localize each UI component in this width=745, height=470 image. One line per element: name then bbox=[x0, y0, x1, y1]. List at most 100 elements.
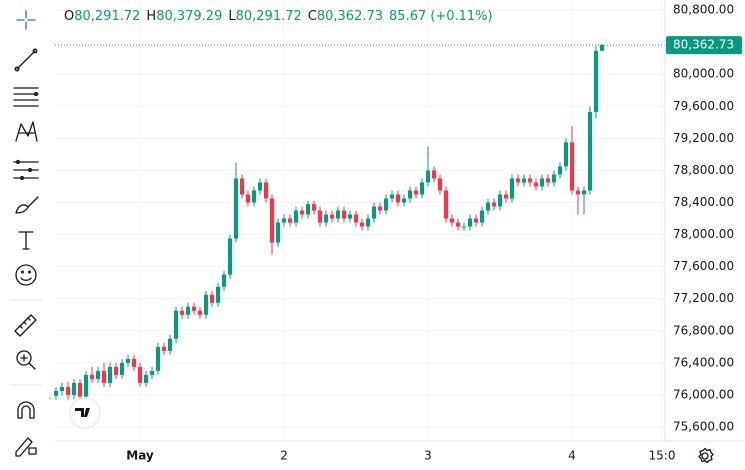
candle-body bbox=[203, 294, 209, 315]
candle-body bbox=[137, 366, 143, 383]
candle-body bbox=[503, 194, 509, 199]
candle-body bbox=[77, 382, 83, 397]
candle-body bbox=[287, 218, 293, 223]
candle-body bbox=[353, 214, 359, 223]
candle-body bbox=[101, 370, 107, 383]
ruler-tool[interactable] bbox=[14, 314, 37, 337]
candle-body bbox=[563, 142, 569, 167]
candle-body bbox=[269, 198, 275, 243]
legend-change-pct: (+0.11%) bbox=[430, 9, 492, 24]
forecast-tool[interactable] bbox=[13, 159, 39, 181]
candle-body bbox=[119, 362, 125, 375]
ohlc-legend: O80,291.72 H80,379.29 L80,291.72 C80,362.73… bbox=[64, 9, 493, 24]
magnet-tool[interactable] bbox=[17, 401, 35, 419]
candle-body bbox=[485, 202, 491, 211]
candle-body bbox=[389, 194, 395, 199]
candle-body bbox=[299, 210, 305, 215]
candle-body bbox=[149, 370, 155, 375]
candle-body bbox=[221, 274, 227, 287]
y-tick-label: 75,600.00 bbox=[673, 420, 734, 434]
candle-body bbox=[125, 358, 131, 363]
candle-body bbox=[377, 206, 383, 211]
lock-draw-tool[interactable] bbox=[15, 437, 37, 457]
candle-body bbox=[413, 190, 419, 195]
candle-body bbox=[167, 338, 173, 351]
candle-body bbox=[479, 210, 485, 223]
candle-body bbox=[323, 214, 329, 223]
trend-line-tool[interactable] bbox=[14, 48, 38, 72]
candle-body bbox=[497, 194, 503, 207]
zoom-tool[interactable] bbox=[16, 350, 36, 370]
candle-body bbox=[311, 204, 317, 211]
candle-body bbox=[515, 178, 521, 183]
candle-body bbox=[341, 210, 347, 219]
candle-body bbox=[407, 190, 413, 199]
candle-body bbox=[161, 346, 167, 351]
candle-body bbox=[65, 386, 71, 395]
y-tick-label: 76,400.00 bbox=[673, 355, 734, 369]
crosshair-tool[interactable] bbox=[16, 10, 36, 30]
legend-key: O bbox=[64, 9, 74, 24]
candle-body bbox=[59, 386, 65, 391]
candle-body bbox=[263, 182, 269, 199]
legend-change: 85.67 bbox=[389, 9, 426, 24]
y-tick-label: 79,600.00 bbox=[673, 99, 734, 113]
candle-body bbox=[569, 142, 575, 191]
y-tick-label: 80,000.00 bbox=[673, 67, 734, 81]
candle-body bbox=[461, 226, 467, 228]
candles bbox=[53, 43, 665, 402]
axes: 75,600.00 76,000.00 76,400.00 76,800.00 77,2… bbox=[126, 3, 742, 463]
candle-body bbox=[539, 178, 545, 187]
last-price-tag bbox=[666, 36, 742, 55]
fib-tool[interactable] bbox=[13, 87, 39, 107]
candle-body bbox=[251, 190, 257, 203]
candle-body bbox=[545, 178, 551, 183]
settings-button[interactable] bbox=[698, 447, 714, 464]
y-tick-label: 78,800.00 bbox=[673, 163, 734, 177]
candle-body bbox=[89, 374, 95, 379]
pattern-tool[interactable] bbox=[15, 121, 38, 142]
y-tick-label: 79,200.00 bbox=[673, 131, 734, 145]
tv-logo-mark bbox=[75, 408, 90, 417]
candle-body bbox=[599, 45, 605, 51]
price-axis-panel bbox=[665, 0, 745, 470]
y-tick-label: 77,600.00 bbox=[673, 259, 734, 273]
candle-body bbox=[173, 310, 179, 339]
x-tick-label: 3 bbox=[424, 449, 432, 463]
tv-logo bbox=[69, 397, 101, 429]
candle-body bbox=[95, 370, 101, 379]
candle-body bbox=[371, 206, 377, 219]
candle-body bbox=[245, 194, 251, 203]
candle-body bbox=[275, 222, 281, 243]
candle-body bbox=[347, 214, 353, 219]
candle-body bbox=[491, 202, 497, 207]
toolbar bbox=[0, 0, 52, 470]
candle-body bbox=[191, 306, 197, 311]
candle-body bbox=[443, 190, 449, 219]
legend-key: L bbox=[228, 9, 236, 24]
collapse-toggle[interactable]: ‹ bbox=[48, 393, 52, 404]
candle-body bbox=[509, 178, 515, 199]
candle-body bbox=[143, 374, 149, 383]
candle-body bbox=[587, 111, 593, 191]
candle-body bbox=[233, 178, 239, 239]
candle-body bbox=[305, 204, 311, 215]
last-price-label: 80,362.73 bbox=[673, 38, 734, 52]
candle-body bbox=[281, 218, 287, 223]
candle-body bbox=[239, 178, 245, 195]
candle-body bbox=[581, 190, 587, 195]
brush-tool[interactable] bbox=[15, 196, 39, 214]
legend-value: 80,291.72 bbox=[236, 9, 302, 24]
x-tick-label: 15:0 bbox=[649, 449, 676, 463]
candle-body bbox=[431, 170, 437, 179]
emoji-tool[interactable] bbox=[15, 264, 37, 286]
candle-body bbox=[425, 170, 431, 183]
candle-body bbox=[533, 182, 539, 187]
candle-body bbox=[359, 222, 365, 227]
candle-body bbox=[71, 382, 77, 395]
text-tool[interactable] bbox=[18, 231, 34, 250]
candle-body bbox=[83, 374, 89, 397]
candle-body bbox=[473, 218, 479, 223]
